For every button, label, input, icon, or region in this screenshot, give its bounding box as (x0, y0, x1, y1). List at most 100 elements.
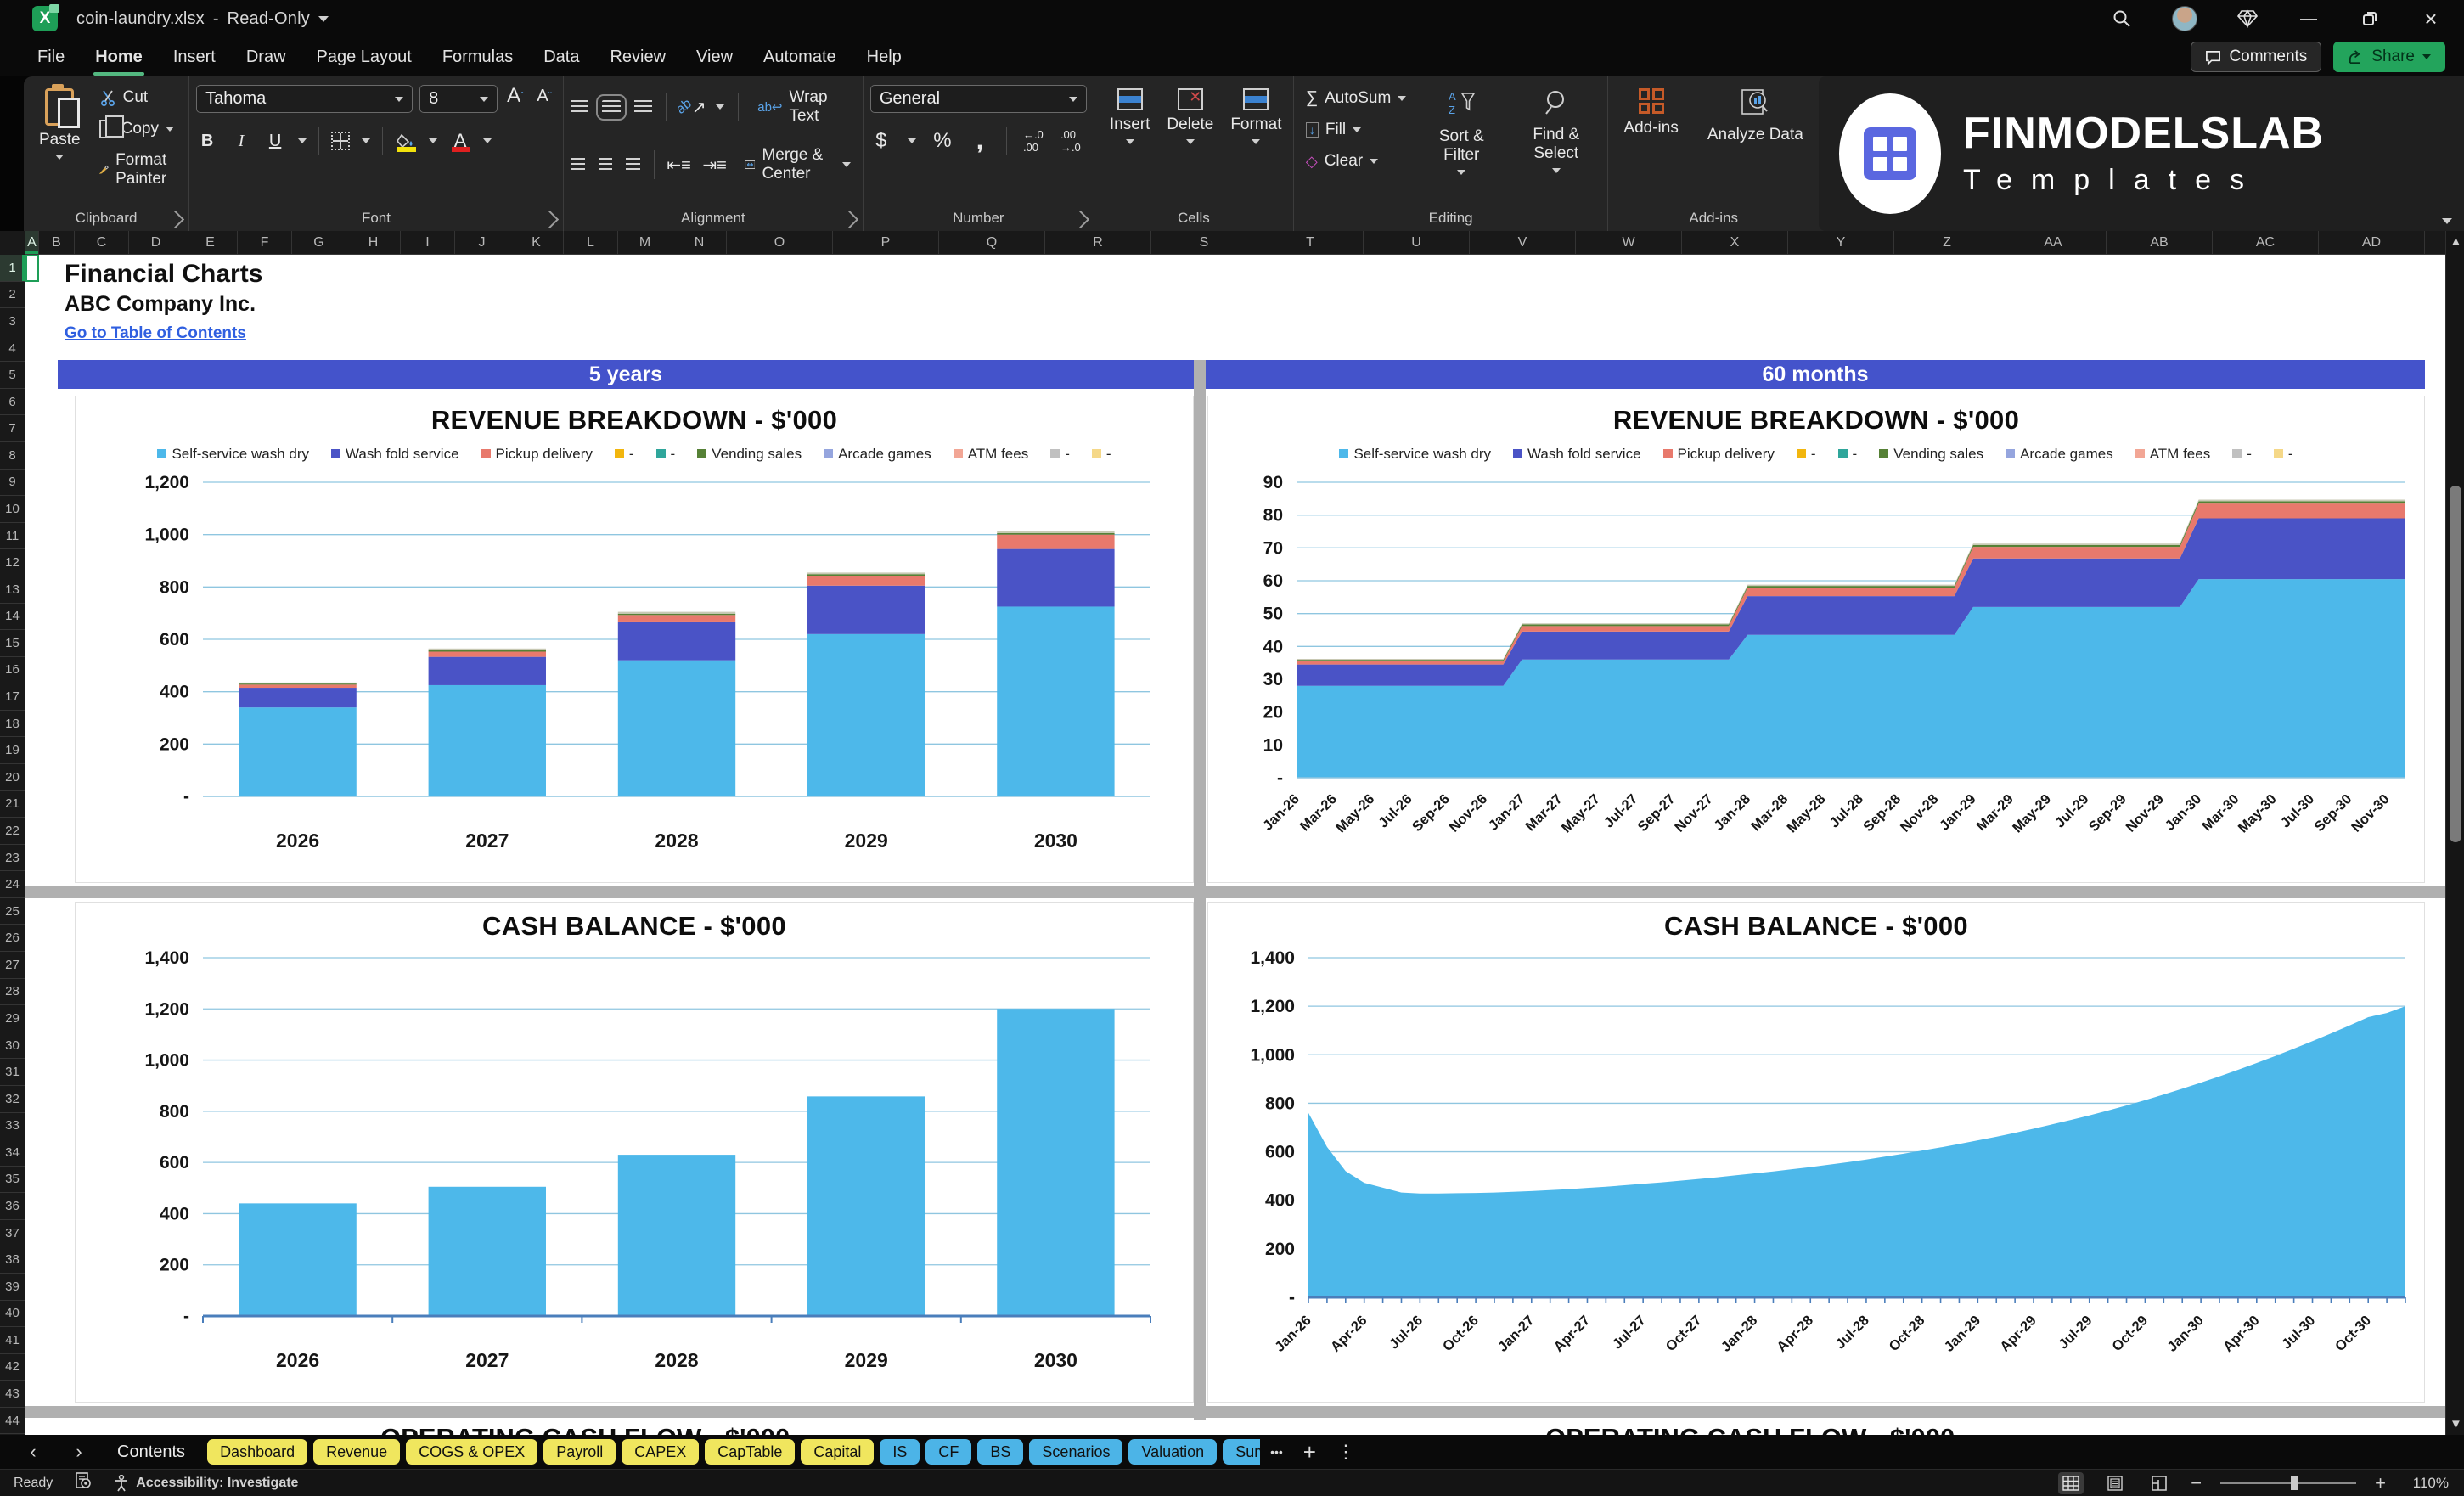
chart-revenue-breakdown-60m[interactable]: REVENUE BREAKDOWN - $'000 Self-service wa… (1207, 396, 2425, 883)
column-header-S[interactable]: S (1151, 231, 1257, 254)
increase-indent-icon[interactable]: ⇥≡ (702, 155, 727, 175)
row-header-18[interactable]: 18 (0, 710, 25, 738)
column-header-I[interactable]: I (401, 231, 455, 254)
row-header-22[interactable]: 22 (0, 818, 25, 845)
column-header-L[interactable]: L (564, 231, 618, 254)
restore-button[interactable] (2359, 8, 2381, 30)
row-header-5[interactable]: 5 (0, 362, 25, 389)
sheet-canvas[interactable]: Financial Charts ABC Company Inc. Go to … (25, 255, 2445, 1435)
underline-dropdown[interactable] (298, 138, 307, 143)
page-break-view-icon[interactable] (2146, 1472, 2172, 1494)
premium-diamond-icon[interactable] (2236, 8, 2259, 30)
insert-cells-button[interactable]: Insert (1101, 85, 1159, 148)
sheet-tab-capital[interactable]: Capital (801, 1439, 875, 1465)
sheet-tab-summary[interactable]: Summary (1223, 1439, 1261, 1465)
currency-dropdown[interactable] (907, 138, 916, 143)
row-header-42[interactable]: 42 (0, 1353, 25, 1381)
row-header-44[interactable]: 44 (0, 1407, 25, 1435)
vertical-scrollbar[interactable]: ▲ ▼ (2445, 231, 2464, 1435)
column-header-W[interactable]: W (1576, 231, 1682, 254)
normal-view-icon[interactable] (2058, 1471, 2084, 1494)
wrap-text-button[interactable]: ab↩ Wrap Text (757, 88, 828, 125)
comma-format-button[interactable]: , (976, 127, 984, 155)
filename[interactable]: coin-laundry.xlsx (76, 8, 205, 28)
page-layout-view-icon[interactable] (2102, 1472, 2128, 1494)
analyze-data-button[interactable]: Analyze Data (1699, 85, 1812, 148)
fill-color-button[interactable] (395, 130, 417, 152)
ribbon-tab-review[interactable]: Review (610, 47, 667, 66)
ribbon-tab-insert[interactable]: Insert (172, 47, 216, 66)
zoom-slider[interactable] (2220, 1476, 2357, 1490)
font-color-button[interactable]: A (449, 130, 471, 152)
decrease-indent-icon[interactable]: ⇤≡ (667, 155, 691, 175)
row-header-6[interactable]: 6 (0, 388, 25, 416)
column-header-A[interactable]: A (25, 231, 39, 254)
minimize-button[interactable]: — (2300, 8, 2317, 28)
sheet-tab-valuation[interactable]: Valuation (1128, 1439, 1218, 1465)
scroll-up-icon[interactable]: ▲ (2450, 234, 2462, 249)
ribbon-tab-file[interactable]: File (37, 47, 65, 66)
underline-button[interactable]: U (268, 131, 282, 150)
readonly-badge[interactable]: Read-Only (227, 8, 310, 28)
row-header-33[interactable]: 33 (0, 1112, 25, 1140)
ribbon-tab-home[interactable]: Home (83, 41, 155, 76)
sheet-tab-capex[interactable]: CAPEX (622, 1439, 700, 1465)
align-top-icon[interactable] (570, 99, 589, 115)
row-header-17[interactable]: 17 (0, 683, 25, 711)
select-all-corner[interactable] (0, 231, 25, 255)
sheet-tab-scenarios[interactable]: Scenarios (1029, 1439, 1123, 1465)
column-header-AB[interactable]: AB (2107, 231, 2213, 254)
row-header-25[interactable]: 25 (0, 897, 25, 925)
row-header-30[interactable]: 30 (0, 1032, 25, 1060)
currency-format-button[interactable]: $ (875, 129, 887, 152)
delete-cells-button[interactable]: ✕ Delete (1158, 85, 1222, 148)
column-header-N[interactable]: N (672, 231, 727, 254)
row-header-10[interactable]: 10 (0, 496, 25, 523)
chart-cash-balance-60m[interactable]: CASH BALANCE - $'000 - 200 400 600 800 1,000 1,… (1207, 902, 2425, 1403)
row-header-3[interactable]: 3 (0, 308, 25, 335)
column-header-O[interactable]: O (727, 231, 833, 254)
decrease-decimal-button[interactable]: .00 →.0 (1060, 128, 1081, 154)
row-header-9[interactable]: 9 (0, 469, 25, 497)
font-size-select[interactable]: 8 (419, 85, 498, 113)
collapse-ribbon-icon[interactable] (2442, 218, 2453, 224)
next-sheet-icon[interactable]: › (76, 1441, 82, 1462)
row-header-27[interactable]: 27 (0, 952, 25, 979)
column-header-AD[interactable]: AD (2319, 231, 2425, 254)
sheet-tab-revenue[interactable]: Revenue (313, 1439, 401, 1465)
row-header-24[interactable]: 24 (0, 871, 25, 898)
format-cells-button[interactable]: Format (1222, 85, 1290, 148)
scroll-down-icon[interactable]: ▼ (2450, 1417, 2462, 1431)
sheet-tab-is[interactable]: IS (880, 1439, 920, 1465)
zoom-slider-thumb[interactable] (2291, 1476, 2298, 1490)
sheet-tab-bs[interactable]: BS (977, 1439, 1024, 1465)
align-left-icon[interactable] (570, 157, 585, 172)
bold-button[interactable]: B (200, 131, 214, 150)
copy-button[interactable]: Copy (94, 115, 183, 142)
vertical-scroll-thumb[interactable] (2450, 486, 2461, 842)
font-color-dropdown[interactable] (483, 138, 492, 143)
sheet-tab-captable[interactable]: CapTable (705, 1439, 796, 1465)
row-header-41[interactable]: 41 (0, 1327, 25, 1354)
row-header-26[interactable]: 26 (0, 925, 25, 953)
column-header-X[interactable]: X (1682, 231, 1788, 254)
macro-record-icon[interactable] (75, 1472, 92, 1493)
merge-center-button[interactable]: Merge & Center (740, 143, 856, 187)
fill-button[interactable]: ↓ Fill (1301, 117, 1411, 143)
sheet-tab-contents[interactable]: Contents (117, 1442, 186, 1461)
column-header-J[interactable]: J (455, 231, 509, 254)
comments-button[interactable]: Comments (2191, 42, 2322, 72)
sheet-tab-cf[interactable]: CF (925, 1439, 972, 1465)
addins-button[interactable]: Add-ins (1615, 85, 1686, 148)
zoom-level[interactable]: 110% (2412, 1474, 2449, 1491)
ribbon-tab-formulas[interactable]: Formulas (442, 47, 514, 66)
column-header-U[interactable]: U (1364, 231, 1470, 254)
row-header-14[interactable]: 14 (0, 603, 25, 631)
row-header-35[interactable]: 35 (0, 1166, 25, 1194)
row-header-12[interactable]: 12 (0, 549, 25, 576)
sheet-tab-payroll[interactable]: Payroll (543, 1439, 616, 1465)
cut-button[interactable]: Cut (94, 85, 183, 110)
fill-color-dropdown[interactable] (429, 138, 438, 143)
column-header-V[interactable]: V (1470, 231, 1576, 254)
